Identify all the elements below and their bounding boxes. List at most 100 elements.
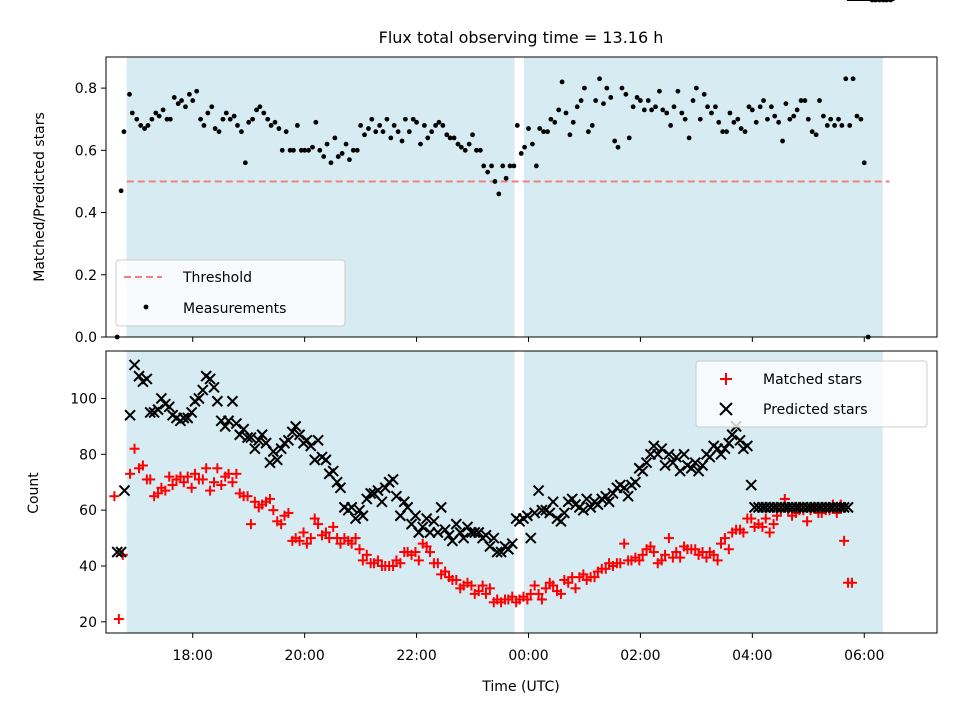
matched-star-point <box>473 586 484 597</box>
measurement-point <box>366 126 371 131</box>
bottom-panel: 20 40 60 80 100 18:00 20:00 22:00 00:00 02:00 04:… <box>26 0 938 695</box>
predicted-star-point <box>282 434 295 447</box>
matched-star-point <box>410 547 421 558</box>
predicted-star-point <box>715 448 727 461</box>
matched-star-point <box>346 538 357 549</box>
predicted-star-point <box>144 406 156 419</box>
measurement-point <box>127 91 132 97</box>
predicted-star-point <box>364 487 377 500</box>
y-tick-label: 80 <box>79 447 97 463</box>
predicted-star-point <box>745 479 757 491</box>
measurement-point <box>727 110 733 116</box>
matched-star-point <box>619 538 630 549</box>
matched-star-point <box>663 533 674 544</box>
top-axes-frame <box>105 56 938 338</box>
predicted-star-point <box>457 532 470 544</box>
measurement-point <box>388 135 394 141</box>
measurement-point <box>462 147 468 153</box>
predicted-star-point <box>443 529 455 541</box>
predicted-star-point <box>193 392 205 405</box>
measurement-point <box>335 154 341 159</box>
measurement-point <box>317 147 323 153</box>
measurement-point <box>679 110 685 116</box>
measurement-point <box>716 119 722 125</box>
measurement-point <box>447 135 453 141</box>
matched-star-point <box>768 519 779 530</box>
predicted-star-point <box>349 512 362 525</box>
measurement-point <box>310 144 315 150</box>
matched-star-point <box>578 569 589 580</box>
matched-star-point <box>109 491 120 502</box>
matched-star-point <box>421 541 432 552</box>
bottom-x-ticks: 18:00 20:00 22:00 00:00 02:00 04:00 06:00 <box>173 633 884 664</box>
predicted-star-point <box>659 459 671 472</box>
matched-star-point <box>671 547 682 558</box>
predicted-star-point <box>372 484 384 497</box>
measurement-point <box>735 116 741 122</box>
matched-star-point <box>477 580 488 591</box>
predicted-star-point <box>249 443 261 455</box>
predicted-star-point <box>241 431 254 444</box>
matched-star-point <box>372 555 383 566</box>
top-x-ticks <box>192 337 865 342</box>
predicted-star-point <box>734 434 746 447</box>
matched-star-point <box>231 468 242 479</box>
predicted-star-point <box>532 484 545 497</box>
measurement-point <box>541 129 547 135</box>
observing-window <box>524 57 883 337</box>
bottom-axes-frame <box>105 350 938 634</box>
predicted-star-point <box>312 434 324 447</box>
predicted-star-point <box>420 512 433 525</box>
measurement-point <box>653 104 658 110</box>
matched-star-point <box>440 566 451 577</box>
measurement-point <box>697 116 703 122</box>
measurement-point <box>761 98 766 103</box>
measurement-point <box>682 116 688 122</box>
measurement-point <box>216 129 222 135</box>
measurement-point <box>500 163 506 169</box>
measurement-point <box>608 95 614 100</box>
predicted-star-point <box>663 448 675 461</box>
matched-star-point <box>350 533 361 544</box>
y-tick-label: 0.8 <box>75 81 97 97</box>
matched-star-point <box>305 533 316 544</box>
measurement-point <box>134 116 140 122</box>
measurement-point <box>186 91 192 97</box>
x-axis-label: Time (UTC) <box>481 679 559 695</box>
predicted-star-point <box>461 521 474 533</box>
predicted-star-point <box>141 373 153 385</box>
predicted-star-point <box>640 456 653 469</box>
matched-star-point <box>831 507 842 518</box>
measurement-point <box>164 116 170 122</box>
measurement-point <box>765 116 770 122</box>
predicted-star-point <box>128 359 141 371</box>
measurement-point <box>395 129 401 135</box>
measurement-point <box>324 141 330 147</box>
predicted-star-point <box>211 395 224 407</box>
matched-star-point <box>197 474 208 485</box>
measurement-point <box>121 129 127 135</box>
matched-star-point <box>167 480 178 491</box>
predicted-star-point <box>536 504 548 516</box>
matched-star-point <box>186 482 197 493</box>
measurement-point <box>458 144 464 150</box>
predicted-star-point <box>152 403 164 416</box>
measurement-point <box>847 123 853 128</box>
predicted-star-point <box>327 465 339 477</box>
predicted-star-point <box>398 496 410 508</box>
matched-star-point <box>264 493 275 504</box>
predicted-star-point <box>484 540 496 553</box>
measurement-point <box>850 76 856 82</box>
matched-star-point <box>712 555 723 566</box>
matched-star-point <box>708 549 719 560</box>
measurement-point <box>731 119 737 125</box>
measurement-point <box>268 123 274 128</box>
predicted-star-point <box>488 532 500 544</box>
measurement-point <box>660 107 666 113</box>
predicted-star-point <box>124 409 136 421</box>
predicted-star-point <box>495 546 507 558</box>
matched-star-point <box>675 552 686 563</box>
measurement-point <box>832 123 837 128</box>
predicted-star-point <box>334 482 347 494</box>
matched-star-point <box>589 572 600 583</box>
